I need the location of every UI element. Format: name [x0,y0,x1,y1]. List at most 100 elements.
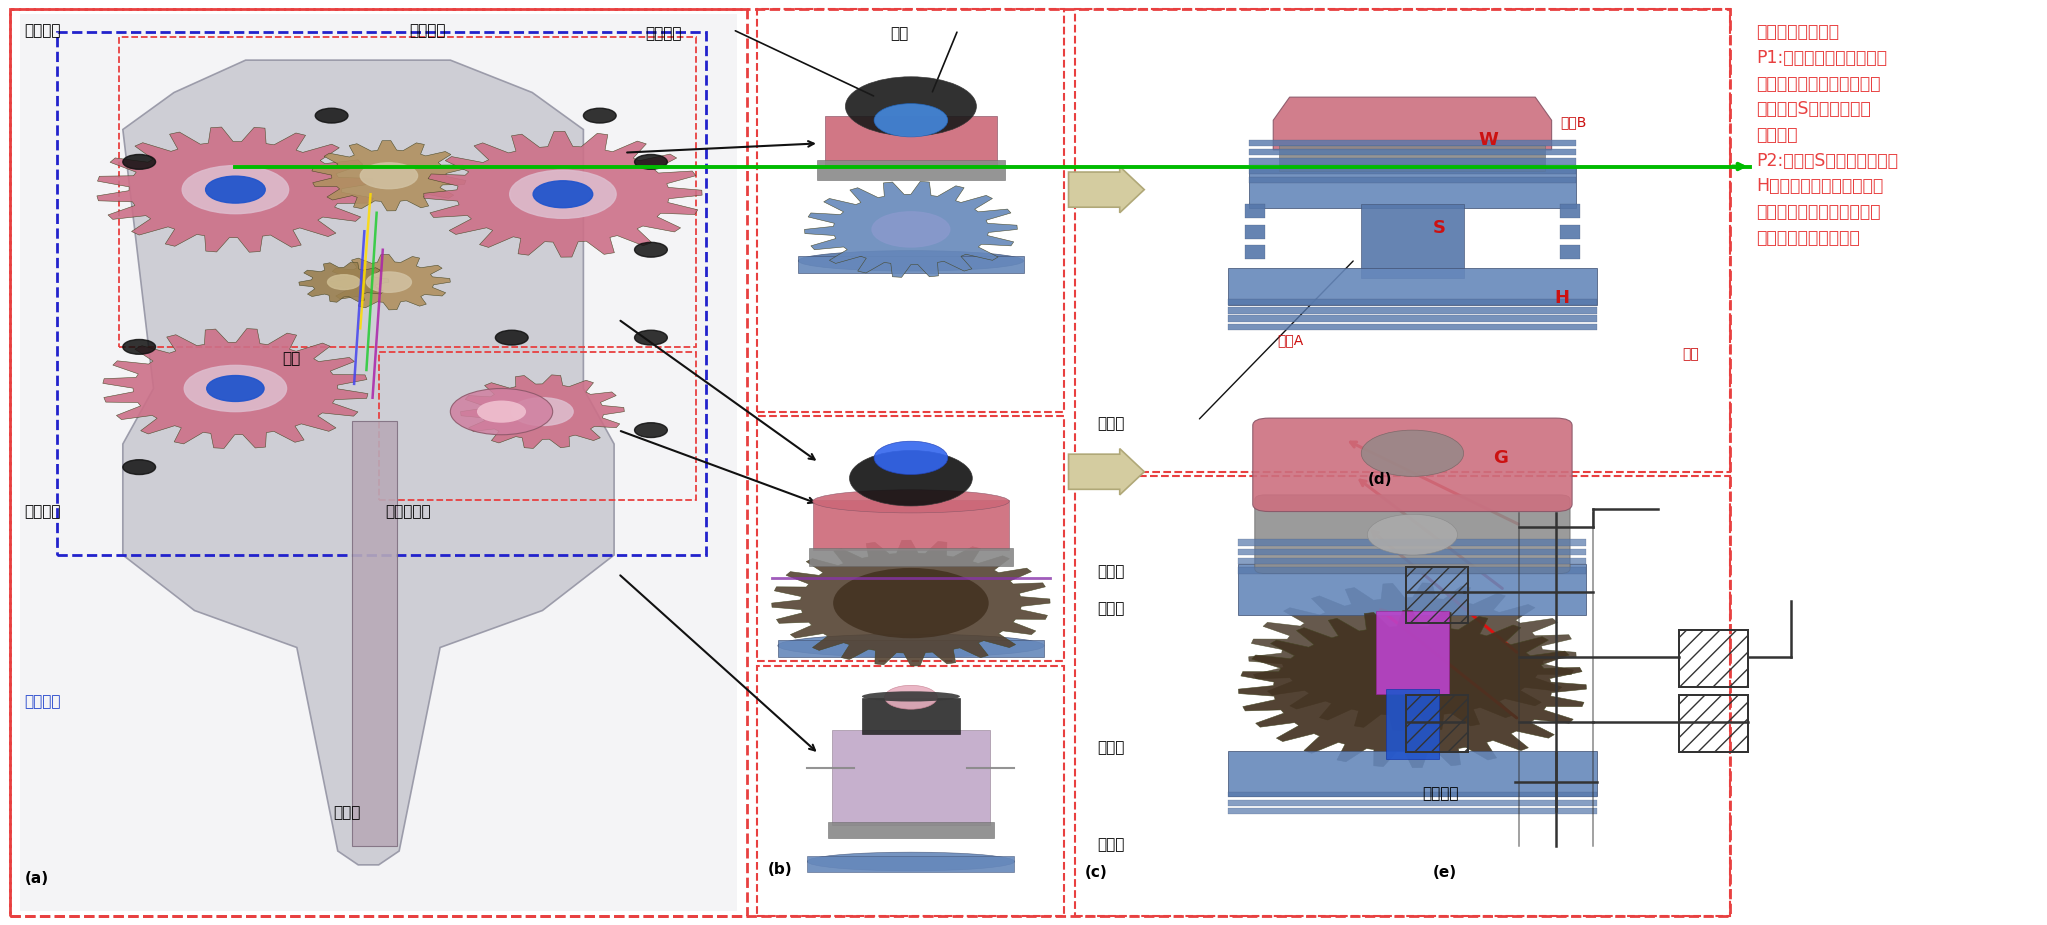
Circle shape [583,108,616,123]
Text: (d): (d) [1367,472,1392,487]
Bar [1249,166,1576,208]
Bar [1361,204,1464,278]
Bar [352,421,397,846]
Text: 操作杆关节: 操作杆关节 [385,504,430,519]
Text: 惰轮: 惰轮 [282,352,301,366]
Circle shape [532,180,594,208]
Bar [1279,145,1545,171]
Bar [1406,695,1468,752]
Text: G: G [1492,449,1509,466]
Bar [1560,204,1580,218]
Bar [1245,204,1265,218]
Circle shape [184,365,287,412]
Ellipse shape [807,852,1015,870]
Bar [1228,299,1597,305]
Circle shape [123,460,156,475]
Text: 行星轮: 行星轮 [1097,740,1124,755]
Circle shape [1361,430,1464,476]
Text: 腕部关节转动时：
P1:腕部关节驱动盘带动两
个惰轮旋转，进而驱动小爪
的太阳轮S（实际叫外齿
圈）转动
P2:太阳轮S转动带动行星架
H转动，由于行星轮架跟线: 腕部关节转动时： P1:腕部关节驱动盘带动两 个惰轮旋转，进而驱动小爪 的太阳轮… [1756,23,1898,247]
Polygon shape [1238,610,1586,768]
Polygon shape [96,127,375,253]
Text: S: S [1433,219,1445,237]
Polygon shape [424,131,702,257]
Bar [1245,225,1265,239]
Bar [1228,268,1597,305]
Bar [1249,177,1576,183]
Bar [1228,792,1597,797]
Circle shape [123,339,156,354]
Text: (e): (e) [1433,865,1457,880]
Text: (b): (b) [768,862,792,877]
Bar [1679,695,1748,752]
Circle shape [182,166,289,214]
Bar [1560,245,1580,259]
Circle shape [512,398,573,426]
Bar [1560,225,1580,239]
Ellipse shape [798,251,1024,271]
Bar [825,116,997,166]
Circle shape [366,272,411,292]
Bar [831,730,991,825]
Bar [1228,324,1597,330]
Circle shape [635,154,667,169]
Text: 紧固螺钉: 紧固螺钉 [645,26,682,41]
Bar [817,160,1005,180]
Text: (c): (c) [1085,865,1107,880]
Bar [809,548,1013,566]
Text: 小爪关节: 小爪关节 [409,23,446,38]
Circle shape [1367,514,1457,555]
Circle shape [123,154,156,169]
Circle shape [635,330,667,345]
Bar [1238,549,1586,555]
Text: 输入B: 输入B [1560,116,1586,130]
Text: 输出: 输出 [1683,347,1699,361]
Polygon shape [461,375,624,449]
Polygon shape [804,181,1017,278]
Bar [1679,630,1748,687]
Circle shape [450,388,553,435]
Bar [1249,149,1576,155]
Bar [813,500,1009,550]
Circle shape [874,104,948,137]
Circle shape [833,568,989,638]
Circle shape [635,423,667,438]
Bar [1228,307,1597,314]
Text: 操作杆: 操作杆 [334,805,360,820]
Circle shape [207,376,264,401]
Text: 齿轮轴: 齿轮轴 [1097,416,1124,431]
Circle shape [328,275,360,290]
Polygon shape [328,254,450,310]
Bar [807,857,1015,871]
Text: 补偿装置: 补偿装置 [25,694,61,709]
Bar [778,640,1044,657]
Text: 腕部关节: 腕部关节 [25,23,61,38]
Text: W: W [1478,131,1498,149]
Polygon shape [1249,583,1576,731]
Bar [1228,800,1597,806]
Circle shape [205,176,266,204]
Bar [1228,751,1597,796]
Polygon shape [102,328,368,449]
Ellipse shape [813,490,1009,512]
Text: (a): (a) [25,871,49,886]
Circle shape [884,685,938,709]
Circle shape [315,108,348,123]
FancyBboxPatch shape [1253,418,1572,512]
Polygon shape [311,141,467,211]
Bar [798,256,1024,273]
Bar [862,698,960,734]
FancyArrow shape [1069,449,1144,495]
Bar [1249,158,1576,165]
Circle shape [360,163,418,189]
Text: 上线轮: 上线轮 [1097,564,1124,579]
FancyArrow shape [1069,166,1144,213]
Bar [1238,567,1586,574]
Polygon shape [1273,97,1552,150]
Ellipse shape [862,691,960,701]
Bar [1238,564,1586,615]
Circle shape [850,450,972,506]
Bar [1228,315,1597,322]
Polygon shape [299,262,389,302]
Bar [1249,167,1576,174]
Circle shape [874,441,948,475]
